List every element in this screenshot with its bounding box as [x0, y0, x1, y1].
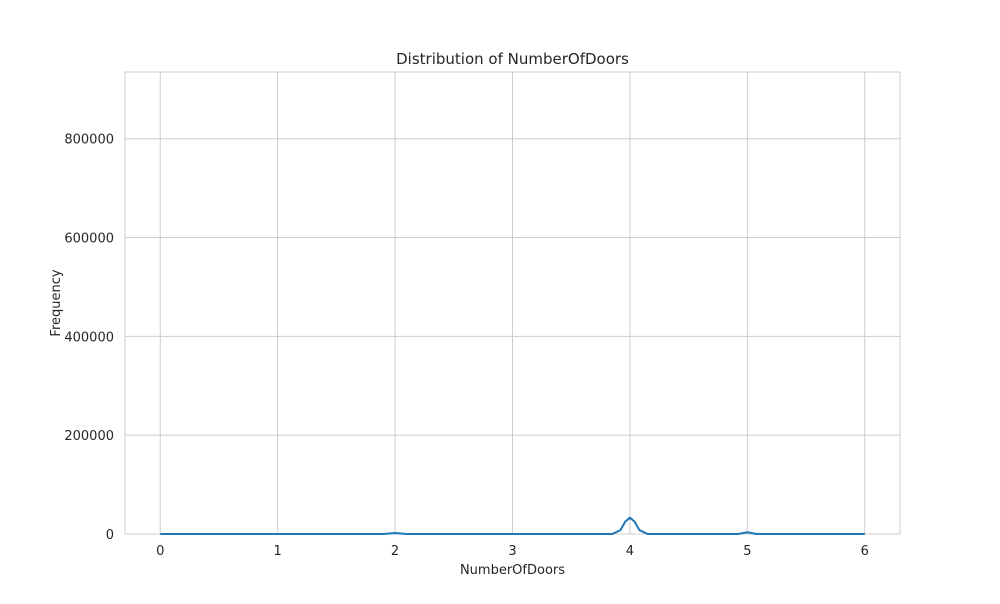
- kde-line-series-0: [160, 516, 865, 535]
- y-tick-label: 600000: [64, 232, 114, 247]
- x-tick-label: 1: [274, 544, 282, 559]
- x-tick-label: 0: [156, 544, 164, 559]
- x-tick-label: 3: [508, 544, 516, 559]
- y-axis-label: Frequency: [49, 269, 64, 336]
- series-layer: [160, 516, 865, 535]
- y-tick-labels: 0 200000 400000 600000 800000: [64, 133, 114, 543]
- x-tick-label: 5: [743, 544, 751, 559]
- y-tick-label: 200000: [64, 429, 114, 444]
- x-tick-label: 4: [626, 544, 634, 559]
- chart-title: Distribution of NumberOfDoors: [396, 50, 629, 68]
- x-axis-label: NumberOfDoors: [460, 563, 565, 578]
- y-tick-label: 0: [106, 528, 114, 543]
- x-tick-label: 6: [861, 544, 869, 559]
- y-tick-label: 400000: [64, 330, 114, 345]
- x-tick-labels: 0 1 2 3 4 5 6: [156, 544, 869, 559]
- y-tick-label: 800000: [64, 133, 114, 148]
- grid: [125, 72, 900, 535]
- x-tick-label: 2: [391, 544, 399, 559]
